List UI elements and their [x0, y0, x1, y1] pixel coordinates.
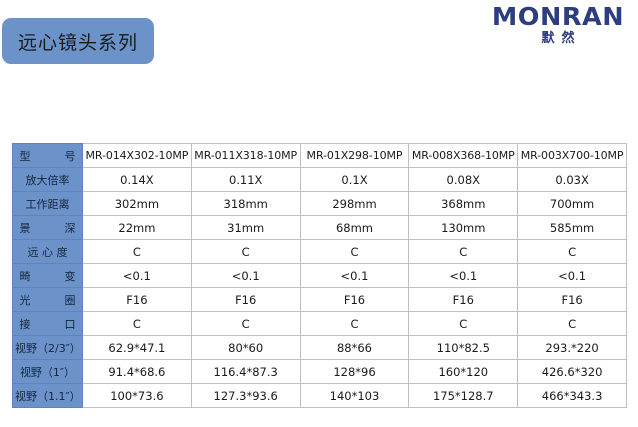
row-label-cell: 光圈: [12, 287, 83, 312]
table-cell: 116.4*87.3: [190, 359, 301, 384]
table-header-row: 型号 MR-014X302-10MP MR-011X318-10MP MR-01X29…: [12, 143, 627, 168]
model-name-cell: MR-014X302-10MP: [82, 143, 192, 168]
table-cell: 175*128.7: [408, 383, 519, 408]
table-cell: <0.1: [408, 263, 519, 288]
table-cell: 130mm: [408, 215, 519, 240]
table-cell: 91.4*68.6: [82, 359, 192, 384]
table-cell: C: [408, 239, 519, 264]
table-cell: 0.08X: [408, 167, 519, 192]
table-row: 放大倍率 0.14X 0.11X 0.1X 0.08X 0.03X: [12, 167, 627, 192]
table-cell: 426.6*320: [517, 359, 627, 384]
row-label-text: 畸变: [19, 269, 76, 283]
brand-chinese-name: 默然: [541, 30, 582, 45]
table-cell: 0.03X: [517, 167, 627, 192]
table-cell: 298mm: [299, 191, 410, 216]
table-cell: 318mm: [190, 191, 301, 216]
model-name-cell: MR-01X298-10MP: [299, 143, 410, 168]
table-cell: <0.1: [517, 263, 627, 288]
row-label-cell: 工作距离: [12, 191, 83, 216]
table-row: 工作距离 302mm 318mm 298mm 368mm 700mm: [12, 191, 627, 216]
table-cell: 293.*220: [517, 335, 627, 360]
table-cell: 22mm: [82, 215, 192, 240]
table-cell: 62.9*47.1: [82, 335, 192, 360]
row-label-text: 接口: [19, 317, 76, 331]
table-cell: C: [190, 239, 301, 264]
table-cell: 368mm: [408, 191, 519, 216]
table-cell: C: [517, 311, 627, 336]
table-cell: C: [517, 239, 627, 264]
table-cell: F16: [190, 287, 301, 312]
row-label-text: 景深: [19, 221, 76, 235]
table-cell: 140*103: [299, 383, 410, 408]
table-cell: 88*66: [299, 335, 410, 360]
row-label-cell: 放大倍率: [12, 167, 83, 192]
row-label-cell: 景深: [12, 215, 83, 240]
table-row: 光圈 F16 F16 F16 F16 F16: [12, 287, 627, 312]
table-row: 接口 C C C C C: [12, 311, 627, 336]
table-cell: 0.11X: [190, 167, 301, 192]
table-row: 视野（2/3″） 62.9*47.1 80*60 88*66 110*82.5 293.*…: [12, 335, 627, 360]
table-cell: F16: [299, 287, 410, 312]
table-cell: 0.1X: [299, 167, 410, 192]
table-cell: F16: [517, 287, 627, 312]
table-cell: 68mm: [299, 215, 410, 240]
model-name-cell: MR-011X318-10MP: [190, 143, 301, 168]
row-label-cell: 远 心 度: [12, 239, 83, 264]
table-cell: 160*120: [408, 359, 519, 384]
table-row: 视野（1″） 91.4*68.6 116.4*87.3 128*96 160*120 42…: [12, 359, 627, 384]
brand-logo: MONRAN 默然: [490, 4, 626, 44]
table-cell: C: [408, 311, 519, 336]
table-cell: C: [299, 311, 410, 336]
table-cell: 110*82.5: [408, 335, 519, 360]
row-label-cell: 畸变: [12, 263, 83, 288]
table-cell: <0.1: [299, 263, 410, 288]
spec-table-body: 型号 MR-014X302-10MP MR-011X318-10MP MR-01X29…: [12, 143, 627, 408]
table-cell: 127.3*93.6: [190, 383, 301, 408]
table-cell: 302mm: [82, 191, 192, 216]
table-cell: 700mm: [517, 191, 627, 216]
brand-wordmark: MONRAN: [491, 2, 625, 31]
table-cell: 585mm: [517, 215, 627, 240]
page-title-banner: 远心镜头系列: [2, 18, 154, 64]
table-row: 畸变 <0.1 <0.1 <0.1 <0.1 <0.1: [12, 263, 627, 288]
row-label-cell: 视野（1.1″）: [12, 383, 83, 408]
table-row: 景深 22mm 31mm 68mm 130mm 585mm: [12, 215, 627, 240]
table-cell: F16: [82, 287, 192, 312]
table-cell: C: [299, 239, 410, 264]
row-label-cell: 视野（2/3″）: [12, 335, 83, 360]
row-label-text: 光圈: [19, 293, 76, 307]
specification-table: 型号 MR-014X302-10MP MR-011X318-10MP MR-01X29…: [12, 143, 627, 408]
model-name-cell: MR-003X700-10MP: [517, 143, 627, 168]
table-cell: 31mm: [190, 215, 301, 240]
model-name-cell: MR-008X368-10MP: [408, 143, 519, 168]
spec-table-container: 型号 MR-014X302-10MP MR-011X318-10MP MR-01X29…: [12, 143, 627, 408]
table-cell: 80*60: [190, 335, 301, 360]
table-cell: <0.1: [190, 263, 301, 288]
table-cell: C: [82, 311, 192, 336]
row-label-cell: 接口: [12, 311, 83, 336]
table-cell: 100*73.6: [82, 383, 192, 408]
row-label-text: 型号: [19, 149, 76, 163]
table-row: 视野（1.1″） 100*73.6 127.3*93.6 140*103 175*128…: [12, 383, 627, 408]
row-label-cell: 视野（1″）: [12, 359, 83, 384]
table-cell: C: [190, 311, 301, 336]
table-cell: 466*343.3: [517, 383, 627, 408]
page-title: 远心镜头系列: [17, 31, 138, 54]
table-cell: 128*96: [299, 359, 410, 384]
table-cell: 0.14X: [82, 167, 192, 192]
table-cell: <0.1: [82, 263, 192, 288]
table-cell: F16: [408, 287, 519, 312]
row-label-cell: 型号: [12, 143, 83, 168]
table-cell: C: [82, 239, 192, 264]
